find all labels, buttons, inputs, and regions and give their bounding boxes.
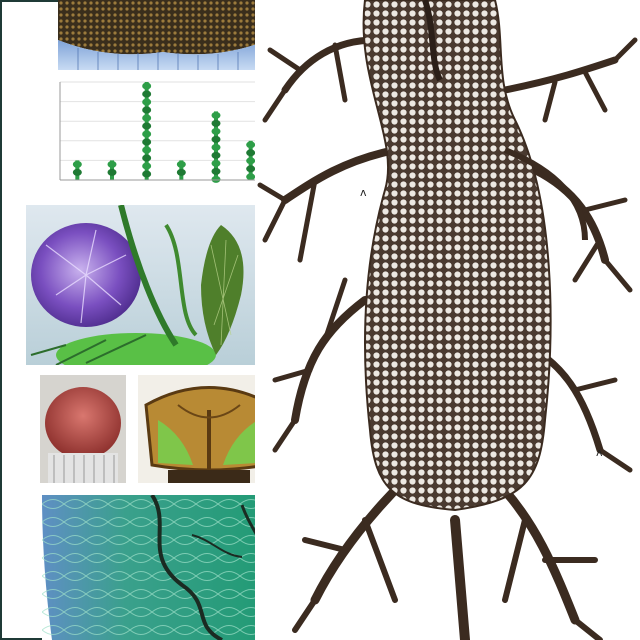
caret-mark-upper: ʌ — [360, 186, 367, 199]
green-cellular-tissue-panel — [42, 495, 280, 640]
bar-chart — [44, 70, 274, 195]
chart-bars — [72, 82, 256, 183]
chart-bar — [246, 140, 256, 181]
branch-arms — [257, 36, 638, 640]
chart-bar — [72, 160, 82, 180]
lace-body — [362, 0, 552, 512]
tissue-specimen-top-panel — [58, 0, 268, 70]
red-cushion-specimen-panel — [40, 375, 126, 483]
chart-bar — [107, 160, 117, 180]
chart-bar — [142, 82, 152, 180]
purple-bloom-panel — [26, 205, 280, 365]
caret-mark-lower: ʌ — [596, 446, 603, 459]
lace-organism-main-panel — [255, 0, 640, 640]
bar-chart-panel — [44, 70, 274, 195]
chart-bar — [211, 111, 221, 183]
chart-bar — [176, 160, 186, 180]
